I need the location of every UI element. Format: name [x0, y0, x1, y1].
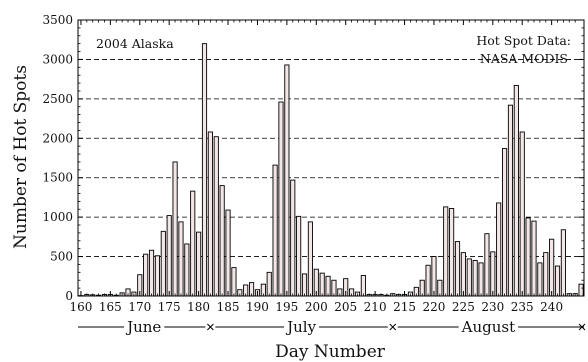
bar-day-172 — [148, 249, 155, 297]
y-tick-label: 2500 — [42, 92, 73, 106]
bar-day-223 — [449, 208, 455, 297]
bar-day-193 — [272, 164, 278, 297]
bar-day-233 — [507, 104, 514, 297]
bar-day-208 — [360, 275, 366, 297]
bar-day-245 — [578, 283, 584, 297]
bars — [78, 43, 584, 297]
bar-day-229 — [484, 233, 490, 297]
bar-day-180 — [196, 231, 202, 297]
y-tick-label: 3000 — [42, 52, 73, 66]
month-boundary-marker — [207, 323, 214, 331]
bar-day-181 — [201, 43, 208, 297]
bar-day-232 — [502, 148, 508, 297]
bar-day-186 — [231, 267, 237, 297]
x-tick-label: 235 — [511, 300, 534, 314]
month-label: June — [125, 318, 161, 336]
bar-day-228 — [478, 262, 484, 297]
bar-day-195 — [284, 64, 290, 297]
bar-day-231 — [496, 202, 502, 297]
bar-day-238 — [537, 262, 543, 297]
bar-day-235 — [519, 131, 525, 297]
x-tick-label: 200 — [305, 300, 328, 314]
x-tick-label: 160 — [69, 300, 92, 314]
x-tick-label: 190 — [246, 300, 269, 314]
month-boundary-marker — [389, 323, 397, 331]
bar-day-171 — [143, 253, 149, 297]
bar-day-196 — [290, 179, 296, 297]
bar-day-184 — [219, 185, 225, 297]
bar-day-173 — [154, 255, 160, 297]
x-tick-label: 195 — [275, 300, 298, 314]
month-axis: June July August — [78, 318, 586, 336]
x-tick-label: 210 — [364, 300, 387, 314]
bar-day-185 — [225, 209, 231, 297]
bar-day-192 — [266, 271, 272, 297]
x-tick-label: 165 — [99, 300, 122, 314]
bar-day-219 — [425, 264, 431, 297]
x-tick-label: 180 — [187, 300, 210, 314]
x-tick-label: 175 — [158, 300, 181, 314]
plot-frame — [77, 19, 585, 297]
source-annotation-line2: NASA MODIS — [480, 51, 568, 66]
bar-day-224 — [454, 241, 461, 297]
month-label: August — [461, 318, 515, 336]
month-boundary-marker — [578, 323, 586, 331]
x-tick-label: 240 — [540, 300, 563, 314]
x-tick-label: 205 — [334, 300, 357, 314]
x-tick-label: 185 — [217, 300, 240, 314]
x-tick-label: 215 — [393, 300, 416, 314]
bar-day-183 — [213, 136, 219, 297]
bar-day-242 — [560, 229, 566, 297]
bar-day-237 — [531, 220, 537, 297]
bar-day-197 — [296, 215, 302, 297]
y-tick-label: 500 — [50, 250, 73, 264]
bar-day-199 — [307, 221, 313, 297]
month-label: July — [285, 318, 316, 336]
bar-day-220 — [431, 256, 437, 297]
bar-day-179 — [190, 190, 196, 297]
bar-day-240 — [549, 238, 555, 297]
bar-day-174 — [160, 230, 166, 297]
bar-day-178 — [184, 243, 190, 297]
bar-day-234 — [513, 85, 519, 297]
bar-day-182 — [207, 131, 213, 297]
bar-day-176 — [172, 161, 178, 297]
bar-day-236 — [525, 217, 531, 297]
y-tick-label: 0 — [65, 289, 73, 303]
bar-day-194 — [278, 101, 284, 297]
x-axis-title: Day Number — [275, 342, 386, 362]
y-tick-label: 1500 — [42, 171, 73, 185]
x-tick-label: 225 — [452, 300, 475, 314]
region-annotation: 2004 Alaska — [96, 36, 174, 51]
bar-day-226 — [466, 258, 472, 297]
bar-day-227 — [472, 260, 478, 297]
y-tick-label: 3500 — [42, 13, 73, 27]
bar-day-225 — [460, 252, 466, 297]
bar-day-177 — [178, 221, 184, 297]
bar-day-202 — [325, 275, 331, 297]
source-annotation-line1: Hot Spot Data: — [476, 33, 571, 48]
gridlines — [78, 59, 584, 257]
axis-ticks: 0 500 1000 1500 2000 2500 3000 3500 160 165 170 175… — [42, 13, 584, 314]
bar-day-222 — [443, 206, 449, 297]
x-tick-label: 230 — [481, 300, 504, 314]
bar-day-198 — [301, 273, 308, 297]
bar-day-239 — [543, 252, 549, 297]
y-axis-title: Number of Hot Spots — [11, 65, 31, 249]
x-tick-label: 170 — [128, 300, 151, 314]
bar-day-201 — [319, 272, 325, 297]
y-tick-label: 1000 — [42, 210, 73, 224]
y-tick-label: 2000 — [42, 131, 73, 145]
x-tick-label: 220 — [423, 300, 446, 314]
bar-day-241 — [554, 265, 561, 297]
bar-day-230 — [490, 251, 496, 297]
bar-day-175 — [166, 215, 172, 297]
